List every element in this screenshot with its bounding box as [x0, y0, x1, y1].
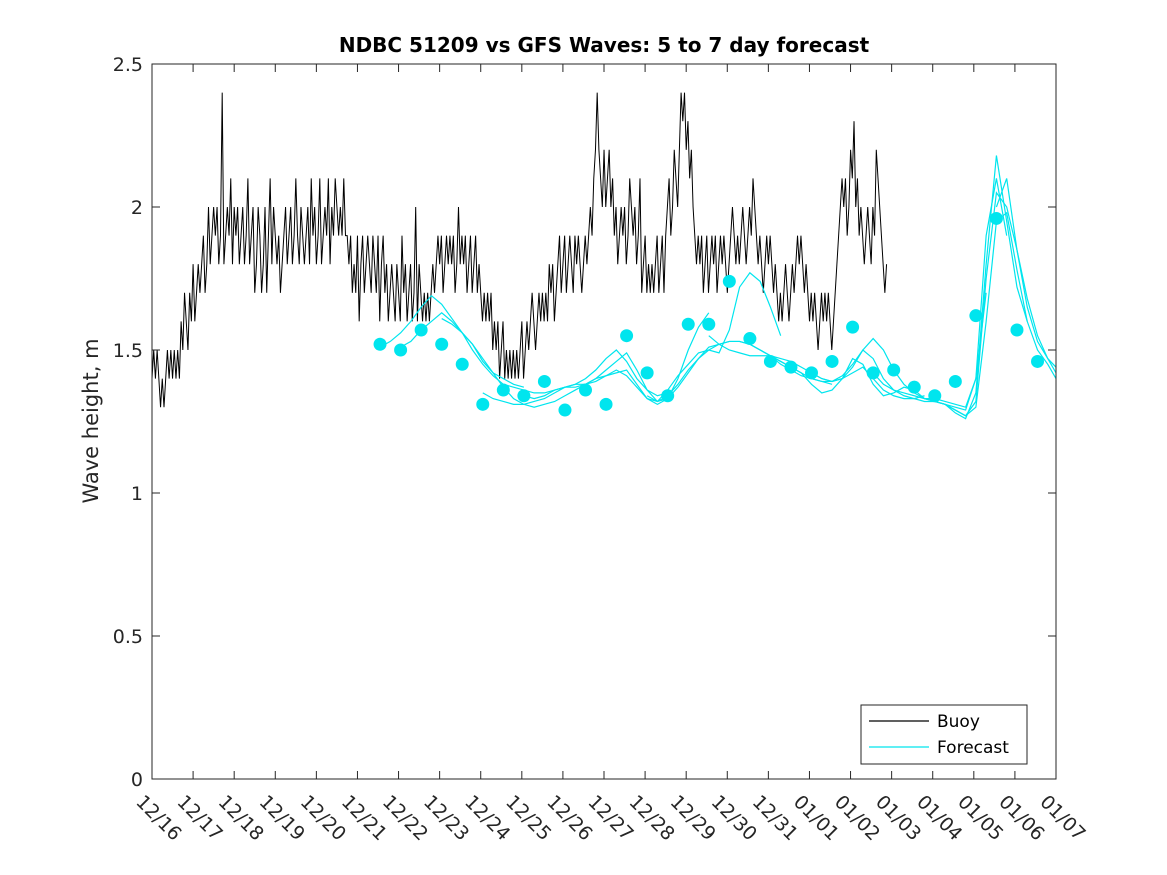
forecast-marker — [599, 397, 613, 411]
forecast-marker — [640, 366, 654, 380]
forecast-marker — [455, 357, 469, 371]
forecast-marker — [969, 309, 983, 323]
y-tick-label: 0.5 — [113, 626, 143, 648]
forecast-marker — [394, 343, 408, 357]
forecast-marker — [373, 337, 387, 351]
y-tick-label: 1.5 — [113, 340, 143, 362]
forecast-marker — [825, 354, 839, 368]
y-tick-label: 0 — [131, 769, 143, 791]
forecast-line-7 — [708, 292, 987, 408]
y-axis-label: Wave height, m — [79, 338, 103, 503]
forecast-marker — [435, 337, 449, 351]
y-tick-label: 1 — [131, 483, 143, 505]
forecast-marker — [743, 332, 757, 346]
forecast-marker — [805, 366, 819, 380]
forecast-marker — [866, 366, 880, 380]
forecast-marker — [907, 380, 921, 394]
buoy-series-line — [151, 92, 888, 408]
forecast-marker — [948, 374, 962, 388]
forecast-marker — [476, 397, 490, 411]
forecast-marker — [702, 317, 716, 331]
forecast-marker — [887, 363, 901, 377]
forecast-marker — [722, 274, 736, 288]
chart-title: NDBC 51209 vs GFS Waves: 5 to 7 day fore… — [339, 33, 870, 57]
legend-box — [860, 704, 1028, 765]
forecast-marker — [517, 389, 531, 403]
forecast-marker — [620, 329, 634, 343]
forecast-marker — [1031, 354, 1045, 368]
forecast-marker — [558, 403, 572, 417]
forecast-marker — [496, 383, 510, 397]
legend: Buoy Forecast — [860, 704, 1028, 765]
forecast-marker — [928, 389, 942, 403]
plot-area — [151, 92, 1057, 420]
forecast-marker — [846, 320, 860, 334]
forecast-line-2 — [441, 318, 668, 405]
forecast-line-0 — [379, 294, 525, 388]
legend-forecast-label: Forecast — [937, 738, 1009, 758]
forecast-marker — [537, 374, 551, 388]
forecast-marker — [579, 383, 593, 397]
forecast-line-4 — [523, 271, 782, 403]
legend-buoy-label: Buoy — [937, 712, 980, 732]
forecast-marker — [681, 317, 695, 331]
forecast-marker — [414, 323, 428, 337]
y-tick-label: 2 — [131, 197, 143, 219]
forecast-marker — [989, 211, 1003, 225]
forecast-line-12 — [995, 178, 1057, 368]
forecast-marker — [763, 354, 777, 368]
y-tick-label: 2.5 — [113, 54, 143, 76]
forecast-marker — [1010, 323, 1024, 337]
forecast-marker — [661, 389, 675, 403]
forecast-line-9 — [811, 155, 1028, 420]
forecast-marker — [784, 360, 798, 374]
